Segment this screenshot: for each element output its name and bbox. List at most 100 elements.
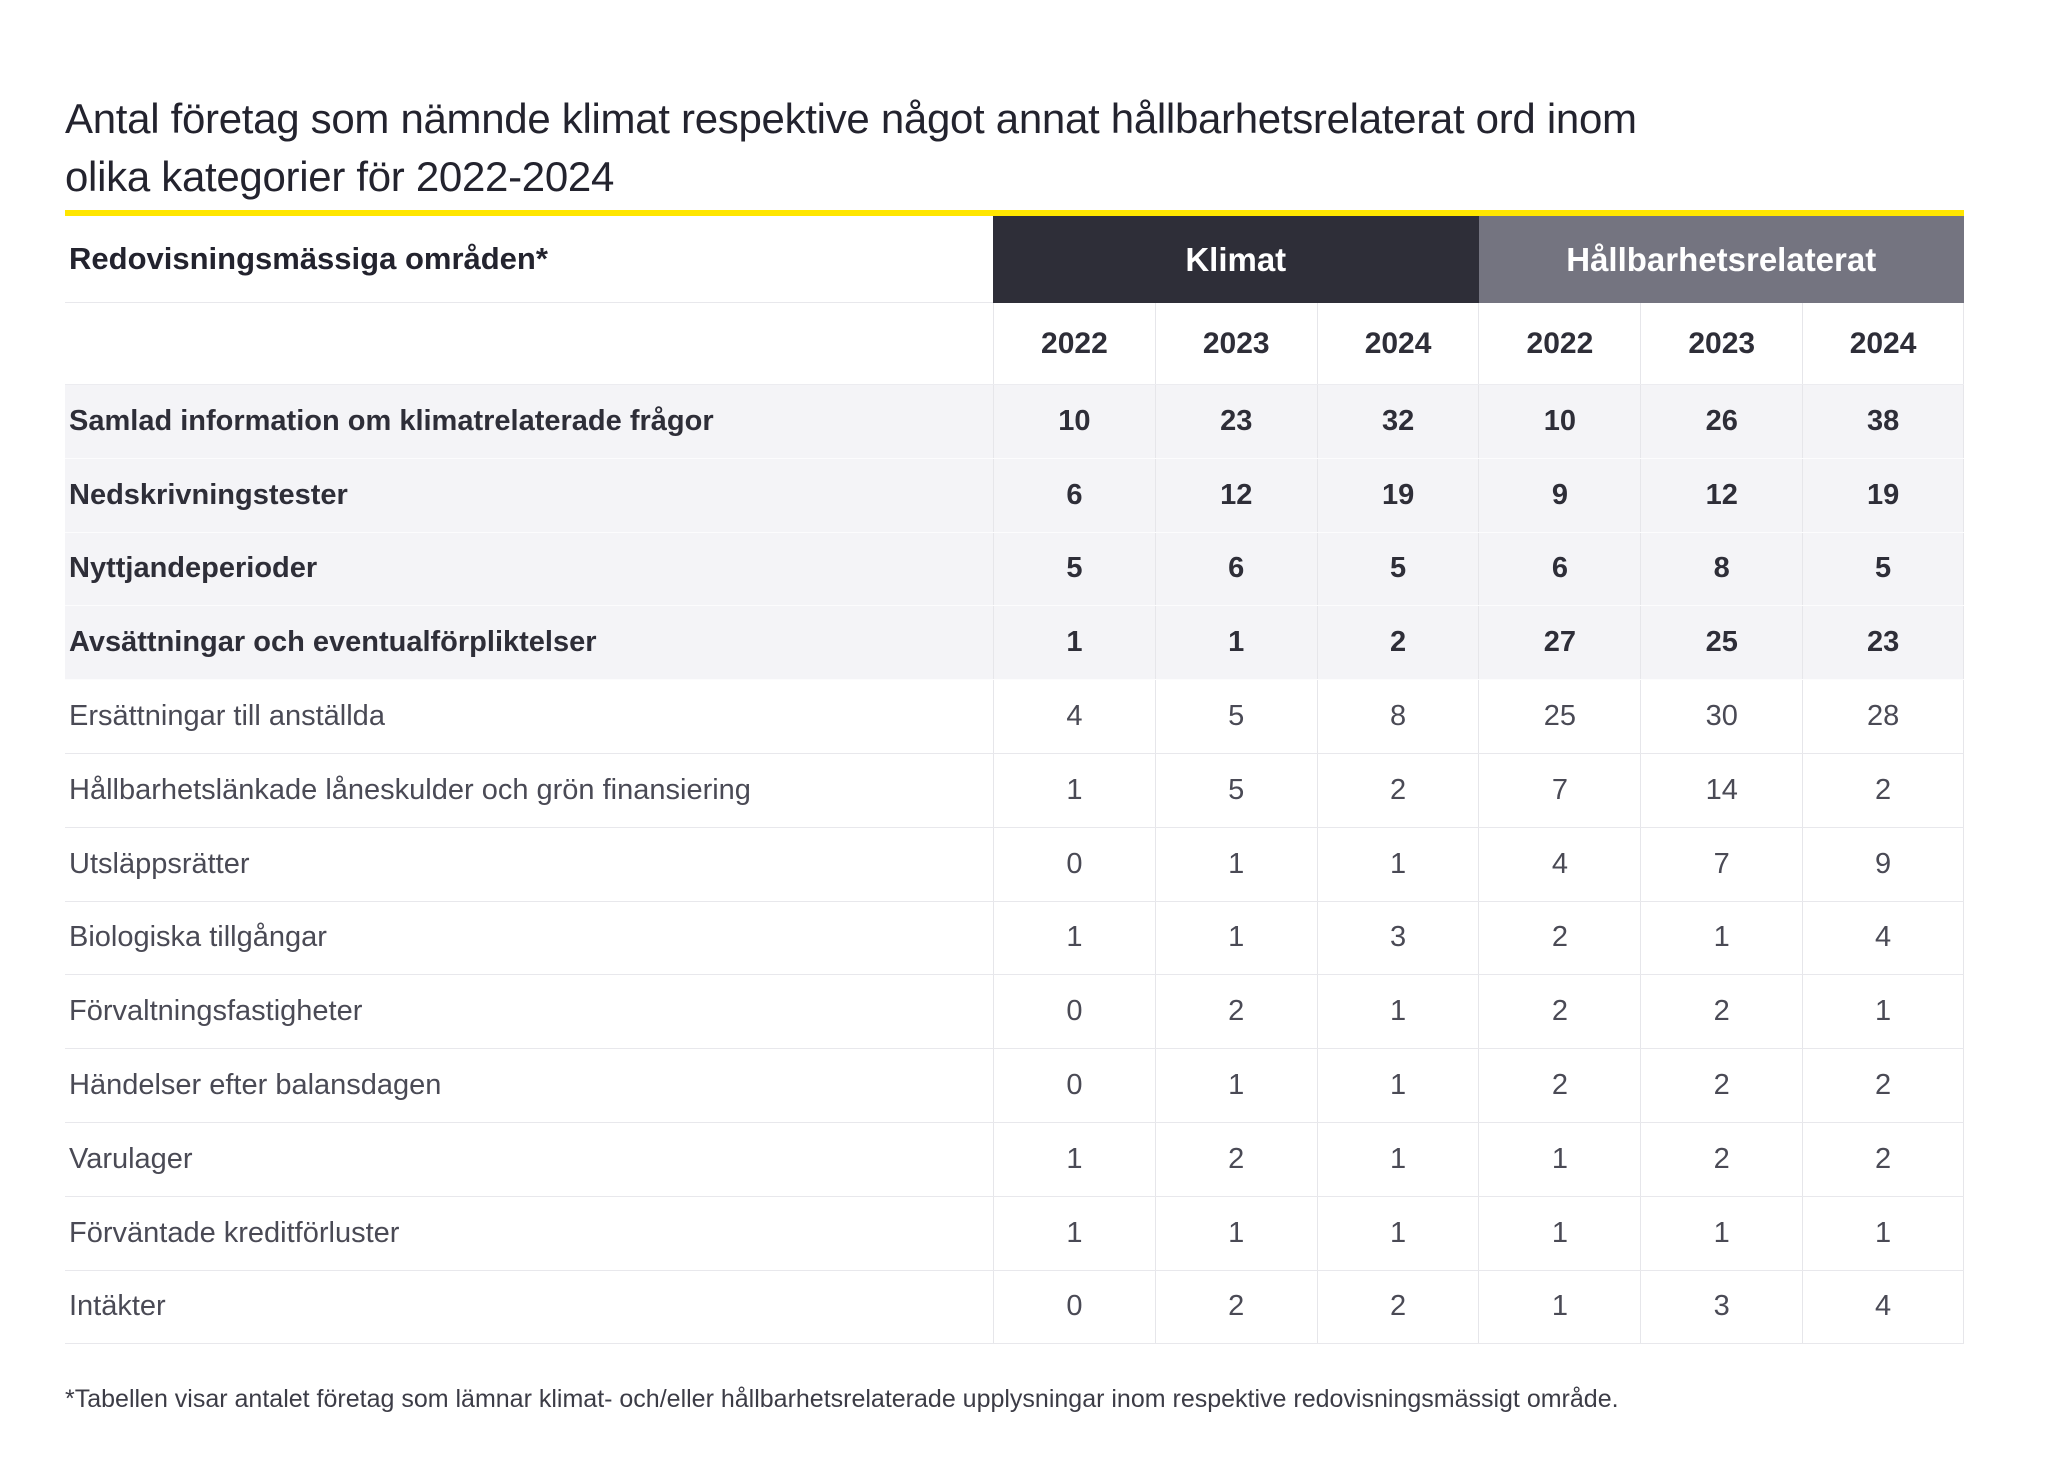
value-cell: 6 — [1478, 532, 1640, 606]
value-cell: 9 — [1478, 458, 1640, 532]
table-row: Händelser efter balansdagen 0 1 1 2 2 2 — [65, 1049, 1964, 1123]
value-cell: 5 — [993, 532, 1155, 606]
value-cell: 23 — [1802, 606, 1964, 680]
value-cell: 12 — [1640, 458, 1802, 532]
value-cell: 1 — [1316, 827, 1479, 901]
value-cell: 38 — [1802, 385, 1964, 458]
value-cell: 9 — [1802, 827, 1964, 901]
table-row: Samlad information om klimatrelaterade f… — [65, 385, 1964, 459]
row-label: Ersättningar till anställda — [69, 700, 385, 733]
value-cell: 2 — [1640, 1122, 1802, 1196]
value-cell: 1 — [1802, 1196, 1964, 1270]
row-label: Samlad information om klimatrelaterade f… — [69, 404, 714, 437]
year-column-header: 2023 — [1640, 303, 1802, 384]
value-cell: 1 — [1154, 901, 1317, 975]
row-label: Nedskrivningstester — [69, 478, 348, 511]
row-label: Varulager — [69, 1142, 193, 1175]
value-cell: 1 — [1640, 901, 1802, 975]
value-cell: 1 — [1640, 1196, 1802, 1270]
value-cell: 30 — [1640, 680, 1802, 753]
year-column-header: 2023 — [1154, 303, 1317, 384]
value-cell: 1 — [1316, 1049, 1479, 1122]
row-label: Utsläppsrätter — [69, 847, 250, 880]
value-cell: 1 — [1316, 975, 1479, 1049]
value-cell: 26 — [1640, 385, 1802, 458]
table-row: Utsläppsrätter 0 1 1 4 7 9 — [65, 827, 1964, 902]
row-label: Biologiska tillgångar — [69, 921, 327, 954]
value-cell: 5 — [1154, 680, 1317, 753]
value-cell: 1 — [1478, 1196, 1640, 1270]
row-label: Förväntade kreditförluster — [69, 1216, 400, 1249]
table-row: Varulager 1 2 1 1 2 2 — [65, 1122, 1964, 1197]
table-row: Avsättningar och eventualförpliktelser 1 1… — [65, 606, 1964, 681]
value-cell: 8 — [1316, 680, 1479, 753]
value-cell: 1 — [1316, 1122, 1479, 1196]
value-cell: 3 — [1640, 1270, 1802, 1344]
value-cell: 23 — [1154, 385, 1317, 458]
value-cell: 5 — [1802, 532, 1964, 606]
value-cell: 28 — [1802, 680, 1964, 753]
row-label: Intäkter — [69, 1290, 166, 1323]
row-label: Avsättningar och eventualförpliktelser — [69, 626, 597, 659]
table-row: Förväntade kreditförluster 1 1 1 1 1 1 — [65, 1196, 1964, 1271]
value-cell: 12 — [1154, 458, 1317, 532]
value-cell: 2 — [1640, 1049, 1802, 1122]
value-cell: 7 — [1478, 753, 1640, 827]
value-cell: 1 — [1154, 606, 1317, 680]
value-cell: 1 — [1316, 1196, 1479, 1270]
value-cell: 5 — [1154, 753, 1317, 827]
page-title: Antal företag som nämnde klimat respekti… — [65, 90, 1915, 206]
value-cell: 2 — [1154, 1122, 1317, 1196]
value-cell: 7 — [1640, 827, 1802, 901]
value-cell: 2 — [1154, 975, 1317, 1049]
value-cell: 10 — [1478, 385, 1640, 458]
group-header-klimat: Klimat — [993, 216, 1479, 303]
row-header-cell: Redovisningsmässiga områden* — [65, 216, 993, 303]
table-row: Nyttjandeperioder 5 6 5 6 8 5 — [65, 532, 1964, 607]
table-row: Hållbarhetslänkade låneskulder och grön … — [65, 753, 1964, 828]
table-row: Nedskrivningstester 6 12 19 9 12 19 — [65, 458, 1964, 533]
row-label: Hållbarhetslänkade låneskulder och grön … — [69, 773, 751, 806]
group-header-sustainability: Hållbarhetsrelaterat — [1478, 216, 1964, 303]
value-cell: 32 — [1316, 385, 1479, 458]
year-column-header: 2022 — [993, 303, 1155, 384]
value-cell: 6 — [993, 458, 1155, 532]
value-cell: 2 — [1478, 1049, 1640, 1122]
value-cell: 0 — [993, 975, 1155, 1049]
value-cell: 2 — [1316, 1270, 1479, 1344]
table-body: Samlad information om klimatrelaterade f… — [65, 385, 1964, 1345]
table-row: Biologiska tillgångar 1 1 3 2 1 4 — [65, 901, 1964, 976]
value-cell: 4 — [993, 680, 1155, 753]
value-cell: 1 — [1154, 1196, 1317, 1270]
page-title-line-2: olika kategorier för 2022-2024 — [65, 153, 615, 201]
value-cell: 1 — [993, 606, 1155, 680]
value-cell: 1 — [1478, 1122, 1640, 1196]
value-cell: 27 — [1478, 606, 1640, 680]
year-header-row: 2022 2023 2024 2022 2023 2024 — [65, 303, 1964, 385]
value-cell: 1 — [1154, 827, 1317, 901]
year-header-spacer — [65, 303, 993, 384]
value-cell: 1 — [993, 753, 1155, 827]
yellow-accent-bar — [65, 210, 1964, 216]
table-row: Ersättningar till anställda 4 5 8 25 30 28 — [65, 680, 1964, 754]
value-cell: 0 — [993, 1270, 1155, 1344]
value-cell: 2 — [1154, 1270, 1317, 1344]
year-column-header: 2022 — [1478, 303, 1640, 384]
value-cell: 3 — [1316, 901, 1479, 975]
value-cell: 2 — [1316, 606, 1479, 680]
row-label: Händelser efter balansdagen — [69, 1069, 442, 1102]
table-row: Förvaltningsfastigheter 0 2 1 2 2 1 — [65, 975, 1964, 1050]
value-cell: 2 — [1802, 1122, 1964, 1196]
group-header-row: Redovisningsmässiga områden* Klimat Håll… — [65, 216, 1964, 303]
page-title-line-1: Antal företag som nämnde klimat respekti… — [65, 95, 1637, 143]
value-cell: 19 — [1316, 458, 1479, 532]
value-cell: 2 — [1478, 975, 1640, 1049]
value-cell: 1 — [1478, 1270, 1640, 1344]
value-cell: 14 — [1640, 753, 1802, 827]
value-cell: 0 — [993, 827, 1155, 901]
value-cell: 2 — [1640, 975, 1802, 1049]
table-row: Intäkter 0 2 2 1 3 4 — [65, 1270, 1964, 1345]
value-cell: 1 — [1802, 975, 1964, 1049]
value-cell: 2 — [1802, 753, 1964, 827]
